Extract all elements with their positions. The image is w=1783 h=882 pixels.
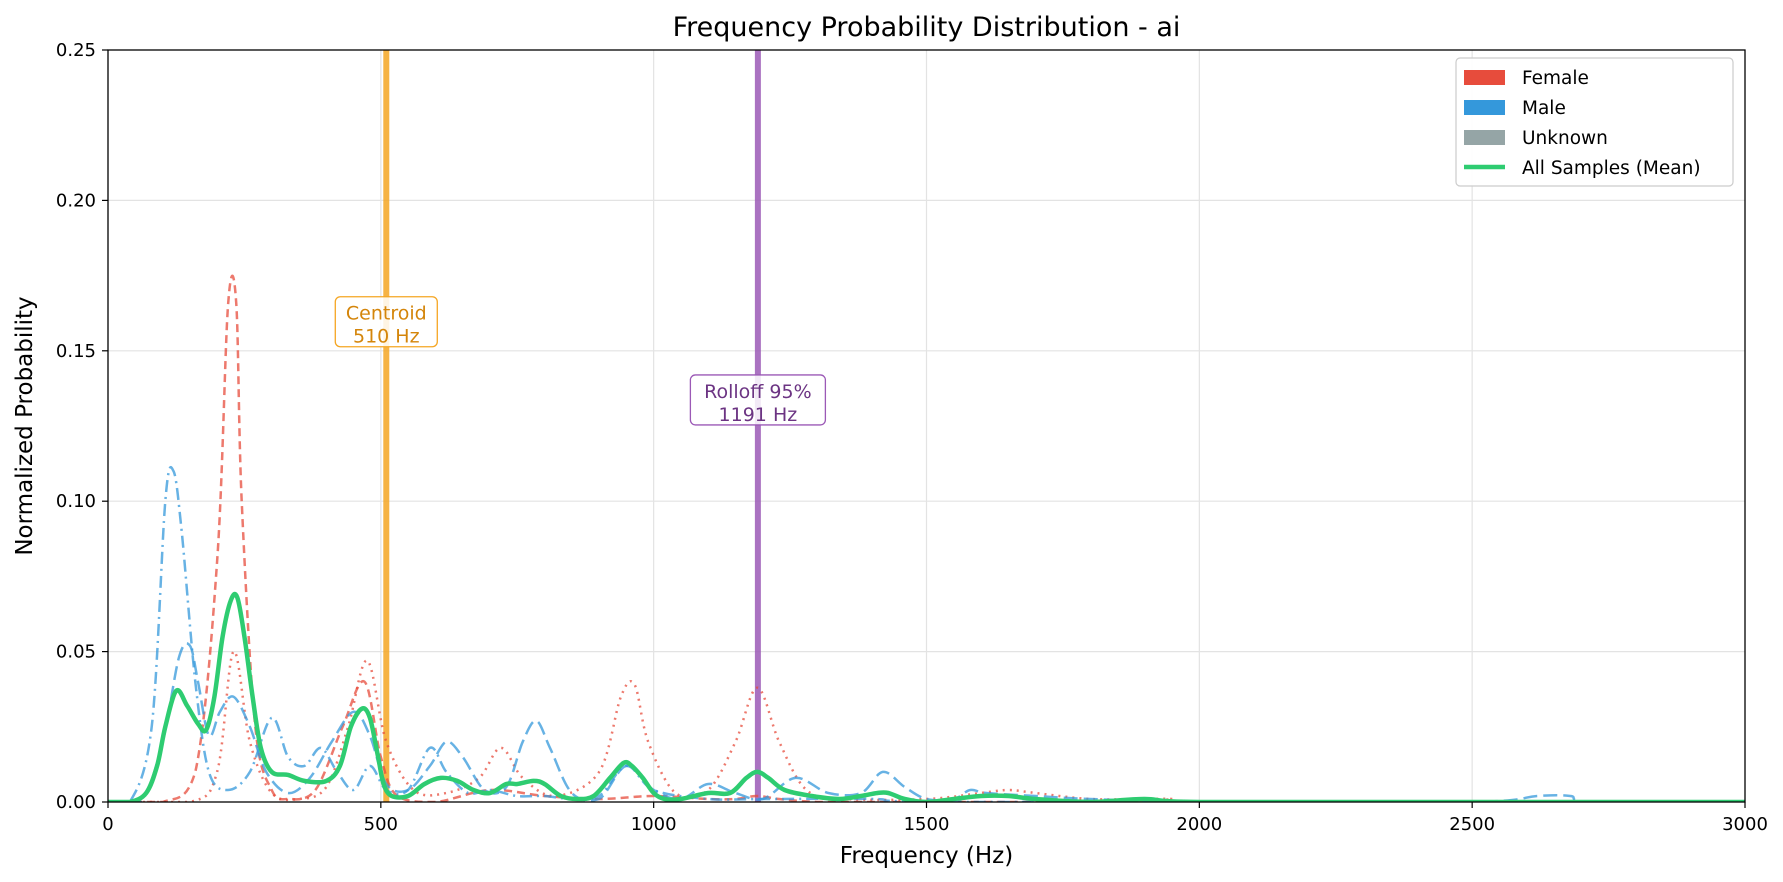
y-tick-label: 0.10 [56, 491, 96, 512]
annotation-text: Centroid [346, 303, 427, 325]
legend: Female Male Unknown All Samples (Mean) [1455, 57, 1734, 187]
legend-label: Female [1522, 68, 1589, 89]
legend-item-0: Female [1464, 68, 1589, 89]
annotation-text: Rolloff 95% [704, 381, 812, 403]
reference-label-1: Rolloff 95%1191 Hz [689, 374, 827, 426]
x-tick-label: 1500 [904, 814, 950, 835]
legend-box [1455, 57, 1734, 187]
annotation-text: 510 Hz [353, 326, 420, 348]
grid-lines [108, 50, 1745, 802]
y-tick-label: 0.05 [56, 642, 96, 663]
legend-swatch [1464, 100, 1505, 115]
legend-item-2: Unknown [1464, 128, 1608, 149]
legend-item-1: Male [1464, 98, 1566, 119]
series-line-0 [108, 274, 1745, 802]
y-tick-label: 0.25 [56, 40, 96, 61]
x-tick-label: 0 [102, 814, 113, 835]
y-axis-label: Normalized Probability [12, 296, 38, 555]
y-tick-label: 0.20 [56, 190, 96, 211]
x-axis-label: Frequency (Hz) [840, 843, 1013, 869]
annotation-box [689, 374, 827, 426]
x-tick-label: 2500 [1449, 814, 1495, 835]
legend-item-3: All Samples (Mean) [1464, 158, 1701, 179]
legend-label: Male [1522, 98, 1566, 119]
y-tick-label: 0.00 [56, 792, 96, 813]
legend-label: Unknown [1522, 128, 1608, 149]
annotation-text: 1191 Hz [719, 404, 798, 426]
axes: 0 500 1000 1500 2000 2500 3000 0.00 0.05 0.10 0.15… [56, 40, 1768, 835]
x-tick-label: 3000 [1722, 814, 1768, 835]
annotation-box [334, 296, 438, 348]
y-tick-label: 0.15 [56, 341, 96, 362]
legend-swatch [1464, 70, 1505, 85]
x-tick-label: 500 [364, 814, 398, 835]
series-line-4 [108, 591, 1745, 802]
chart-title: Frequency Probability Distribution - ai [673, 12, 1181, 43]
legend-label: All Samples (Mean) [1522, 158, 1701, 179]
legend-swatch [1464, 130, 1505, 145]
series-line-3 [108, 642, 1745, 802]
x-tick-label: 2000 [1176, 814, 1222, 835]
x-tick-label: 1000 [631, 814, 677, 835]
